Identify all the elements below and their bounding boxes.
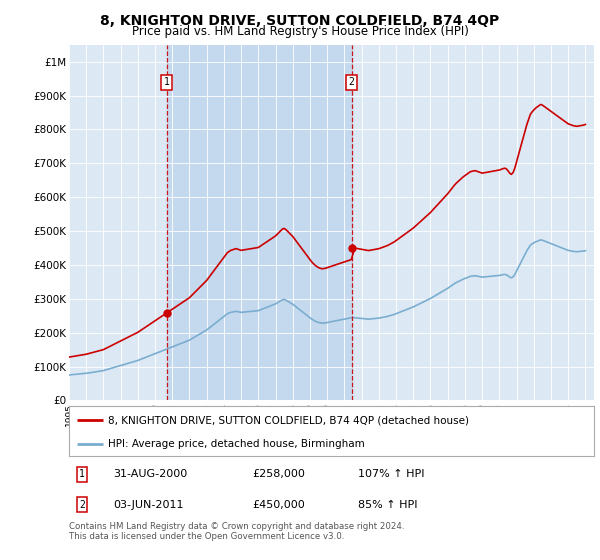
Text: 85% ↑ HPI: 85% ↑ HPI — [358, 500, 417, 510]
Text: 1: 1 — [164, 77, 170, 87]
Text: 03-JUN-2011: 03-JUN-2011 — [113, 500, 184, 510]
Text: 8, KNIGHTON DRIVE, SUTTON COLDFIELD, B74 4QP: 8, KNIGHTON DRIVE, SUTTON COLDFIELD, B74… — [100, 14, 500, 28]
Bar — [167, 45, 352, 400]
Text: 8, KNIGHTON DRIVE, SUTTON COLDFIELD, B74 4QP (detached house): 8, KNIGHTON DRIVE, SUTTON COLDFIELD, B74… — [109, 415, 469, 425]
Text: 1: 1 — [79, 469, 85, 479]
Text: 2: 2 — [349, 77, 355, 87]
Text: 31-AUG-2000: 31-AUG-2000 — [113, 469, 188, 479]
Text: 2: 2 — [79, 500, 85, 510]
Text: £450,000: £450,000 — [253, 500, 305, 510]
Text: £258,000: £258,000 — [253, 469, 305, 479]
Text: Price paid vs. HM Land Registry's House Price Index (HPI): Price paid vs. HM Land Registry's House … — [131, 25, 469, 38]
Text: HPI: Average price, detached house, Birmingham: HPI: Average price, detached house, Birm… — [109, 439, 365, 449]
Text: 107% ↑ HPI: 107% ↑ HPI — [358, 469, 424, 479]
Text: Contains HM Land Registry data © Crown copyright and database right 2024.
This d: Contains HM Land Registry data © Crown c… — [69, 522, 404, 542]
